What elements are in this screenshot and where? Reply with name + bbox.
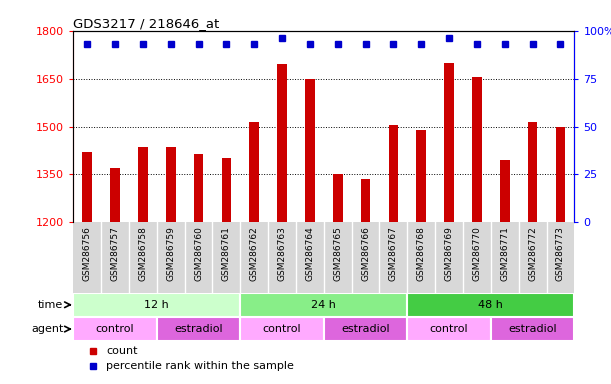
Bar [194, 154, 203, 222]
Text: GSM286757: GSM286757 [111, 226, 120, 281]
Bar [444, 63, 454, 222]
Bar [249, 122, 259, 222]
Text: 24 h: 24 h [312, 300, 336, 310]
Text: GSM286764: GSM286764 [306, 226, 315, 281]
Text: GSM286771: GSM286771 [500, 226, 509, 281]
Bar [240, 317, 324, 341]
Bar [324, 317, 408, 341]
Text: GSM286770: GSM286770 [472, 226, 481, 281]
Bar [82, 152, 92, 222]
Bar [73, 293, 240, 317]
Text: GSM286762: GSM286762 [250, 226, 258, 281]
Bar [157, 317, 240, 341]
Text: GSM286765: GSM286765 [333, 226, 342, 281]
Bar [416, 130, 426, 222]
Text: estradiol: estradiol [508, 324, 557, 334]
Text: GSM286766: GSM286766 [361, 226, 370, 281]
Text: GSM286759: GSM286759 [166, 226, 175, 281]
Text: GDS3217 / 218646_at: GDS3217 / 218646_at [73, 17, 219, 30]
Text: percentile rank within the sample: percentile rank within the sample [106, 361, 294, 371]
Bar [500, 160, 510, 222]
Bar [166, 147, 175, 222]
Text: 12 h: 12 h [144, 300, 169, 310]
Text: GSM286760: GSM286760 [194, 226, 203, 281]
Text: control: control [263, 324, 301, 334]
Text: agent: agent [31, 324, 64, 334]
Bar [555, 127, 565, 222]
Bar [222, 159, 232, 222]
Text: GSM286767: GSM286767 [389, 226, 398, 281]
Text: GSM286758: GSM286758 [139, 226, 147, 281]
Text: GSM286772: GSM286772 [528, 226, 537, 281]
Text: GSM286763: GSM286763 [277, 226, 287, 281]
Text: GSM286761: GSM286761 [222, 226, 231, 281]
Bar [333, 174, 343, 222]
Text: GSM286756: GSM286756 [82, 226, 92, 281]
Bar [138, 147, 148, 222]
Bar [277, 64, 287, 222]
Bar [491, 317, 574, 341]
Text: estradiol: estradiol [342, 324, 390, 334]
Bar [408, 293, 574, 317]
Bar [73, 317, 157, 341]
Bar [408, 317, 491, 341]
Text: 48 h: 48 h [478, 300, 503, 310]
Text: control: control [430, 324, 469, 334]
Bar [305, 79, 315, 222]
Text: count: count [106, 346, 137, 356]
Text: GSM286773: GSM286773 [556, 226, 565, 281]
Bar [110, 168, 120, 222]
Bar [240, 293, 408, 317]
Text: time: time [38, 300, 64, 310]
Text: estradiol: estradiol [174, 324, 223, 334]
Bar [389, 125, 398, 222]
Bar [472, 77, 482, 222]
Bar [528, 122, 538, 222]
Text: control: control [96, 324, 134, 334]
Text: GSM286768: GSM286768 [417, 226, 426, 281]
Bar [360, 179, 370, 222]
Text: GSM286769: GSM286769 [445, 226, 453, 281]
